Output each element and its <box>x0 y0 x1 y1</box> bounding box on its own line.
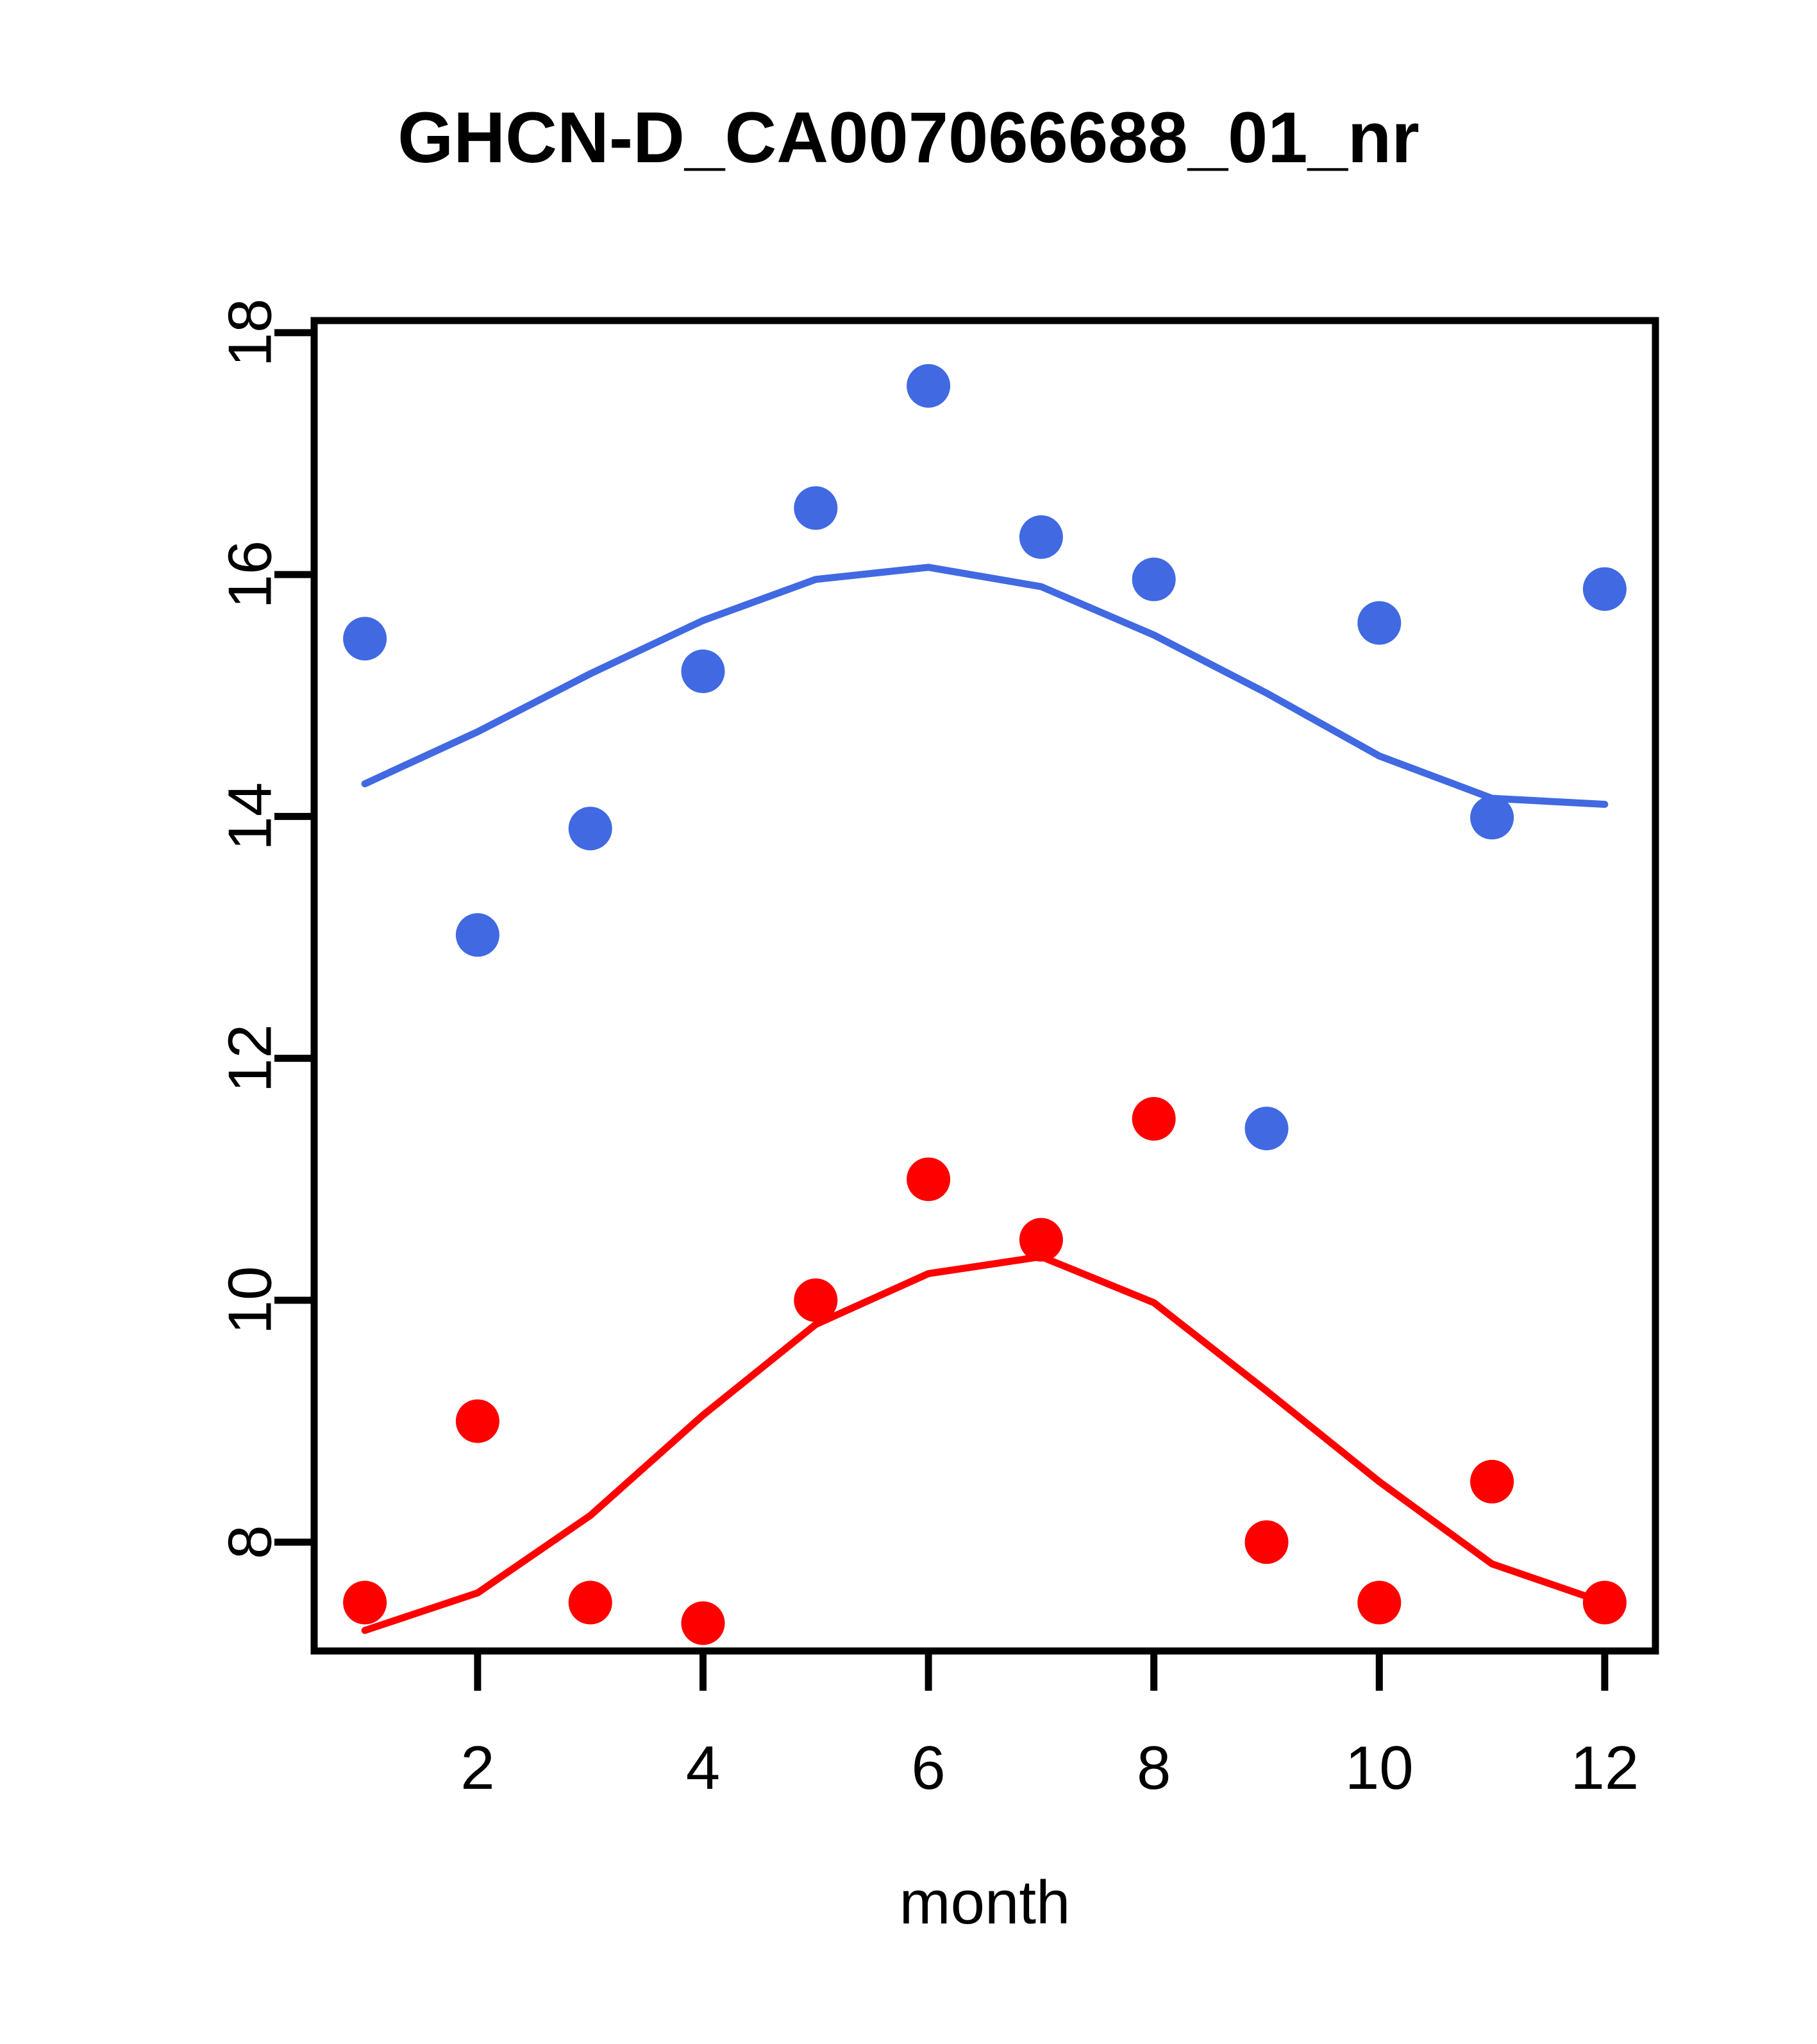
red-points-marker <box>794 1278 838 1322</box>
page-title: GHCN-D_CA007066688_01_nr <box>398 97 1419 178</box>
plot-frame <box>310 317 1659 1655</box>
y-tick-label: 8 <box>216 1525 285 1559</box>
trend-lines <box>361 564 1609 1634</box>
blue-points-marker <box>1470 796 1514 840</box>
x-axis-label: month <box>900 1868 1071 1937</box>
red-smooth-line <box>361 1253 1609 1634</box>
red-points-marker <box>681 1601 725 1645</box>
red-points-marker <box>907 1157 951 1202</box>
y-tick-label: 16 <box>216 540 285 609</box>
blue-points-marker <box>1019 515 1063 559</box>
red-points-marker <box>1019 1218 1063 1262</box>
y-axis-ticks <box>274 329 314 1546</box>
y-tick-label: 18 <box>216 298 285 367</box>
data-points <box>343 364 1627 1645</box>
blue-points-marker <box>681 649 725 694</box>
x-tick-label: 12 <box>1571 1734 1639 1802</box>
red-points-marker <box>1357 1580 1402 1625</box>
x-axis-ticks <box>474 1651 1609 1691</box>
x-tick-label: 6 <box>911 1734 945 1802</box>
blue-points-marker <box>1582 567 1627 611</box>
y-tick-label: 10 <box>216 1266 285 1335</box>
blue-points-marker <box>907 364 951 408</box>
x-axis-tick-labels: 2 4 6 8 10 12 <box>460 1734 1639 1802</box>
x-tick-label: 10 <box>1345 1734 1414 1802</box>
y-axis-tick-labels: 8 10 12 14 16 18 <box>216 298 285 1559</box>
blue-points-marker <box>343 617 387 661</box>
red-points-marker <box>568 1580 612 1625</box>
y-tick-label: 12 <box>216 1024 285 1093</box>
blue-smooth-line <box>361 564 1609 808</box>
blue-points-marker <box>1244 1107 1289 1151</box>
x-tick-label: 4 <box>686 1734 720 1802</box>
blue-points-marker <box>455 913 499 957</box>
y-tick-label: 14 <box>216 782 285 851</box>
blue-points-marker <box>1132 557 1176 601</box>
blue-points-marker <box>794 486 838 530</box>
blue-points-marker <box>1357 601 1402 645</box>
red-points-marker <box>1470 1459 1514 1504</box>
red-points-marker <box>343 1580 387 1625</box>
blue-points-marker <box>568 807 612 851</box>
x-tick-label: 2 <box>460 1734 494 1802</box>
x-tick-label: 8 <box>1137 1734 1171 1802</box>
red-points-marker <box>1244 1520 1289 1564</box>
red-points-marker <box>455 1399 499 1443</box>
red-points-marker <box>1132 1097 1176 1141</box>
red-points-marker <box>1582 1580 1627 1625</box>
